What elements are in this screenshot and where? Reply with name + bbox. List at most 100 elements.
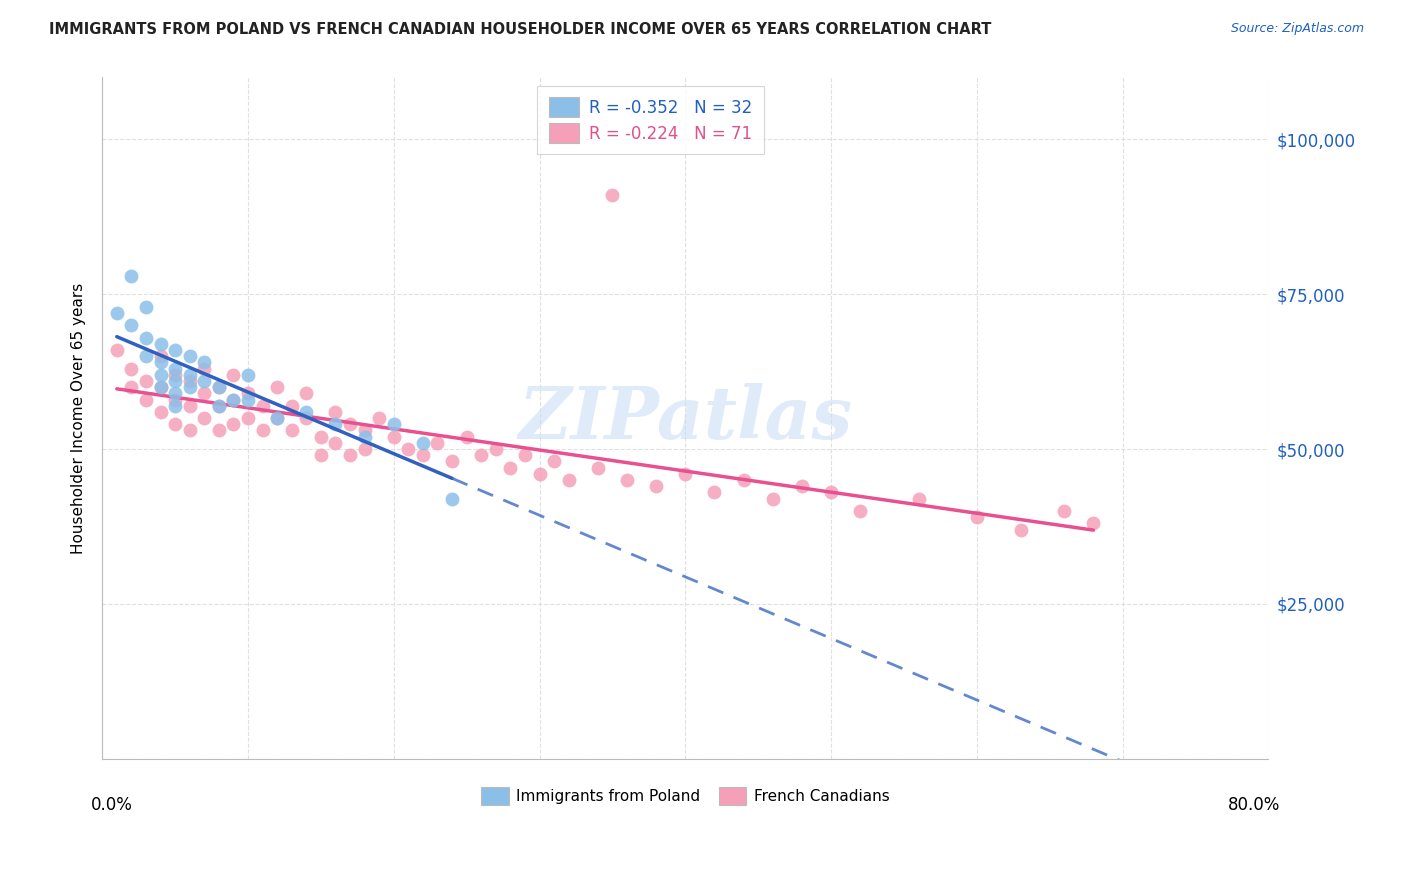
Point	[208, 380, 231, 394]
Point	[208, 424, 231, 438]
Point	[236, 368, 259, 382]
Point	[105, 306, 128, 320]
Point	[295, 405, 318, 419]
Point	[441, 491, 464, 506]
Point	[165, 343, 187, 357]
Point	[165, 361, 187, 376]
Point	[236, 392, 259, 407]
Point	[426, 436, 449, 450]
Point	[222, 417, 245, 432]
Point	[135, 330, 157, 344]
Point	[1053, 504, 1076, 518]
Point	[412, 448, 434, 462]
Point	[543, 454, 565, 468]
Point	[280, 399, 302, 413]
Point	[485, 442, 508, 456]
Point	[149, 380, 172, 394]
Point	[966, 510, 988, 524]
Point	[149, 355, 172, 369]
Point	[149, 380, 172, 394]
Point	[149, 336, 172, 351]
Point	[222, 392, 245, 407]
Point	[280, 424, 302, 438]
Point	[236, 386, 259, 401]
Point	[193, 374, 215, 388]
Text: ZIPatlas: ZIPatlas	[519, 383, 852, 454]
Point	[252, 424, 274, 438]
Point	[193, 355, 215, 369]
Point	[513, 448, 536, 462]
Point	[295, 386, 318, 401]
Point	[733, 473, 755, 487]
Point	[557, 473, 579, 487]
Point	[208, 399, 231, 413]
Point	[441, 454, 464, 468]
Point	[179, 424, 201, 438]
Point	[470, 448, 492, 462]
Point	[353, 424, 375, 438]
Point	[120, 380, 142, 394]
Point	[645, 479, 668, 493]
Point	[339, 448, 361, 462]
Point	[456, 430, 478, 444]
Point	[1083, 516, 1105, 531]
Point	[309, 448, 332, 462]
Point	[165, 399, 187, 413]
Point	[120, 361, 142, 376]
Point	[673, 467, 696, 481]
Point	[325, 436, 347, 450]
Point	[179, 368, 201, 382]
Point	[353, 430, 375, 444]
Point	[586, 460, 609, 475]
Y-axis label: Householder Income Over 65 years: Householder Income Over 65 years	[72, 283, 86, 554]
Point	[222, 392, 245, 407]
Point	[135, 374, 157, 388]
Point	[165, 386, 187, 401]
Text: Source: ZipAtlas.com: Source: ZipAtlas.com	[1230, 22, 1364, 36]
Point	[907, 491, 929, 506]
Point	[179, 399, 201, 413]
Point	[165, 417, 187, 432]
Point	[602, 188, 624, 202]
Text: 0.0%: 0.0%	[90, 797, 132, 814]
Point	[208, 399, 231, 413]
Point	[820, 485, 842, 500]
Point	[295, 411, 318, 425]
Point	[368, 411, 391, 425]
Point	[120, 318, 142, 333]
Point	[135, 392, 157, 407]
Point	[179, 380, 201, 394]
Point	[396, 442, 419, 456]
Point	[135, 349, 157, 363]
Point	[353, 442, 375, 456]
Point	[616, 473, 638, 487]
Point	[703, 485, 725, 500]
Point	[252, 399, 274, 413]
Point	[149, 368, 172, 382]
Point	[222, 368, 245, 382]
Point	[382, 417, 405, 432]
Point	[790, 479, 813, 493]
Point	[149, 405, 172, 419]
Point	[412, 436, 434, 450]
Point	[266, 380, 288, 394]
Point	[339, 417, 361, 432]
Point	[179, 349, 201, 363]
Point	[165, 368, 187, 382]
Point	[149, 349, 172, 363]
Point	[179, 374, 201, 388]
Point	[165, 392, 187, 407]
Point	[309, 430, 332, 444]
Point	[120, 268, 142, 283]
Point	[165, 374, 187, 388]
Point	[236, 411, 259, 425]
Point	[382, 430, 405, 444]
Point	[135, 300, 157, 314]
Point	[266, 411, 288, 425]
Text: 80.0%: 80.0%	[1227, 797, 1279, 814]
Point	[325, 417, 347, 432]
Point	[849, 504, 872, 518]
Text: IMMIGRANTS FROM POLAND VS FRENCH CANADIAN HOUSEHOLDER INCOME OVER 65 YEARS CORRE: IMMIGRANTS FROM POLAND VS FRENCH CANADIA…	[49, 22, 991, 37]
Point	[208, 380, 231, 394]
Point	[1010, 523, 1032, 537]
